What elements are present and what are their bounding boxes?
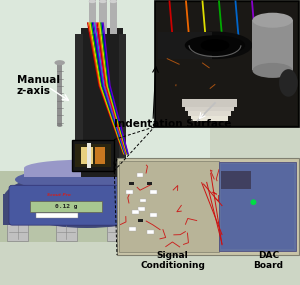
- Bar: [252, 20, 293, 70]
- Bar: [150, 190, 157, 194]
- Bar: [110, 0, 117, 34]
- Ellipse shape: [99, 0, 106, 3]
- Ellipse shape: [252, 63, 293, 78]
- Bar: [99, 0, 106, 34]
- FancyBboxPatch shape: [9, 185, 165, 225]
- Bar: [30, 201, 102, 212]
- Bar: [220, 164, 294, 249]
- Ellipse shape: [15, 168, 159, 191]
- Bar: [75, 144, 111, 167]
- Circle shape: [250, 200, 256, 205]
- Bar: [220, 171, 251, 189]
- Bar: [57, 63, 62, 125]
- Ellipse shape: [3, 171, 171, 228]
- Ellipse shape: [252, 13, 293, 28]
- FancyBboxPatch shape: [106, 224, 128, 241]
- Bar: [117, 158, 298, 255]
- Bar: [185, 103, 234, 111]
- Bar: [75, 34, 82, 171]
- Bar: [138, 207, 145, 211]
- Ellipse shape: [54, 60, 65, 65]
- Bar: [94, 147, 105, 164]
- Bar: [0, 0, 210, 242]
- Text: Indentation Surface: Indentation Surface: [114, 119, 231, 129]
- Bar: [126, 190, 133, 194]
- Bar: [36, 213, 78, 218]
- Bar: [140, 199, 146, 202]
- Bar: [0, 171, 210, 242]
- FancyBboxPatch shape: [56, 224, 76, 241]
- Bar: [129, 182, 134, 185]
- Bar: [3, 194, 171, 225]
- Bar: [24, 168, 150, 177]
- Bar: [136, 173, 143, 177]
- Ellipse shape: [88, 0, 96, 3]
- Ellipse shape: [57, 124, 62, 127]
- Bar: [150, 213, 157, 217]
- Text: Signal
Conditioning: Signal Conditioning: [140, 251, 205, 270]
- Bar: [188, 108, 231, 115]
- Bar: [132, 210, 139, 214]
- Ellipse shape: [110, 0, 117, 3]
- Ellipse shape: [178, 32, 252, 59]
- Bar: [118, 161, 219, 252]
- Bar: [81, 147, 93, 164]
- Bar: [72, 140, 114, 171]
- Bar: [158, 32, 212, 59]
- Text: DAC
Board: DAC Board: [254, 251, 284, 270]
- Bar: [190, 113, 228, 121]
- Bar: [129, 227, 136, 231]
- Text: 0.12 g: 0.12 g: [55, 204, 77, 209]
- FancyBboxPatch shape: [154, 224, 176, 241]
- Bar: [156, 3, 297, 125]
- Bar: [138, 219, 143, 222]
- Bar: [88, 0, 96, 34]
- Bar: [118, 34, 126, 171]
- Bar: [182, 99, 237, 107]
- Ellipse shape: [279, 69, 298, 97]
- Text: Manual
z-axis: Manual z-axis: [16, 75, 59, 96]
- Ellipse shape: [201, 39, 230, 52]
- Bar: [87, 142, 91, 168]
- Ellipse shape: [24, 160, 150, 177]
- Ellipse shape: [185, 35, 245, 55]
- Bar: [154, 1, 298, 127]
- Bar: [219, 162, 296, 251]
- Bar: [147, 182, 152, 185]
- FancyBboxPatch shape: [8, 224, 29, 241]
- Text: Scout Pro: Scout Pro: [46, 193, 70, 197]
- Bar: [147, 230, 154, 234]
- Bar: [81, 28, 123, 177]
